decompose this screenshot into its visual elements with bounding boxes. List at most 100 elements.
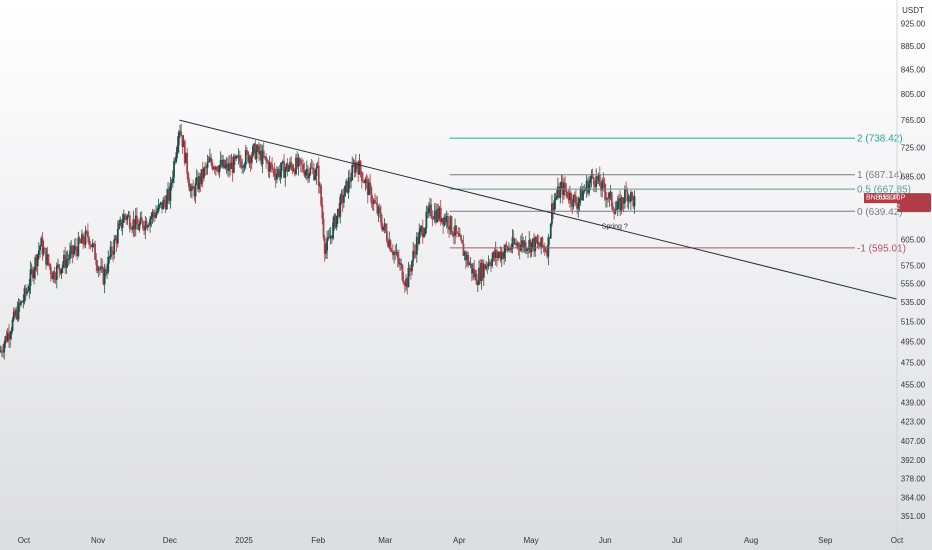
candle-body	[305, 168, 308, 172]
candle-body	[431, 216, 434, 219]
candle-body	[173, 160, 175, 178]
candle-body	[376, 203, 379, 214]
candle-body	[616, 202, 619, 210]
candle-body	[604, 191, 607, 200]
candle-body	[121, 222, 124, 228]
trendline-layer	[179, 119, 898, 300]
candle-body	[417, 236, 419, 244]
candle-body	[534, 237, 537, 252]
price-tick-label: 495.00	[901, 337, 926, 346]
candle-body	[368, 182, 370, 196]
candle-body	[17, 302, 20, 320]
candle-body	[516, 243, 519, 246]
candle-body	[557, 186, 559, 197]
candle-body	[237, 155, 240, 158]
candle-body	[125, 215, 128, 220]
candle-body	[87, 231, 89, 238]
candle-body	[383, 223, 386, 227]
candle-body	[40, 238, 43, 247]
candle-body	[584, 189, 587, 191]
candle-body	[49, 266, 52, 275]
candle-body	[275, 173, 278, 180]
price-tick-label: 455.00	[901, 380, 926, 389]
candle-body	[451, 232, 454, 236]
candle-body	[181, 135, 184, 148]
candle-body	[29, 269, 32, 287]
candle-body	[293, 169, 296, 174]
candle-body	[103, 269, 106, 285]
candle-body	[208, 157, 211, 162]
candle-body	[134, 215, 137, 230]
candle-body	[408, 267, 411, 271]
candle-body	[198, 176, 201, 190]
candle-body	[521, 240, 523, 245]
candle-body	[183, 140, 186, 164]
candle-body	[96, 265, 99, 271]
candle-body	[236, 155, 239, 158]
candle-body	[347, 177, 350, 193]
fib-level-label: 0.5 (667.85)	[857, 185, 911, 196]
price-tick-label: 725.00	[901, 143, 926, 152]
candle-body	[629, 192, 632, 202]
candle-body	[89, 244, 92, 246]
candle-body	[399, 263, 401, 265]
candle-body	[325, 250, 327, 254]
candle-body	[205, 167, 208, 169]
candle-body	[279, 171, 282, 177]
candle-body	[48, 263, 51, 267]
last-price-label: 652.40	[879, 195, 901, 202]
candle-body	[255, 150, 258, 160]
candle-body	[158, 204, 161, 206]
candle-body	[311, 168, 314, 169]
candle-body	[419, 228, 422, 232]
candle-body	[207, 161, 210, 163]
candle-body	[500, 252, 503, 260]
candle-body	[152, 212, 155, 215]
candle-body	[486, 265, 489, 267]
candle-body	[458, 235, 461, 237]
candle-body	[15, 309, 18, 317]
candle-body	[543, 247, 546, 252]
candle-body	[475, 273, 478, 285]
candle-body	[462, 243, 465, 256]
candle-body	[34, 257, 37, 271]
candle-body	[214, 166, 217, 170]
candles-layer	[0, 123, 636, 360]
candle-body	[573, 194, 576, 197]
candle-body	[8, 332, 10, 339]
candle-body	[199, 176, 202, 184]
price-tick-label: 765.00	[901, 116, 926, 125]
candle-body	[307, 168, 309, 179]
candle-body	[244, 150, 247, 165]
candle-body	[372, 200, 375, 204]
candle-body	[420, 226, 423, 229]
countdown-label: 08:52:02	[873, 204, 900, 211]
candle-body	[437, 209, 440, 219]
candle-body	[601, 180, 604, 191]
candle-body	[518, 247, 521, 251]
candle-body	[247, 151, 250, 163]
candle-body	[299, 159, 302, 165]
candle-body	[441, 218, 443, 222]
candle-body	[317, 165, 320, 186]
symbol-tag-box	[864, 193, 897, 204]
candle-body	[256, 145, 259, 151]
candle-body	[455, 225, 458, 233]
price-tick-label: 407.00	[901, 437, 926, 446]
candle-body	[608, 193, 611, 199]
candle-body	[619, 198, 622, 212]
candle-body	[602, 180, 605, 184]
candle-body	[59, 269, 62, 274]
candle-body	[10, 330, 13, 335]
candle-body	[243, 164, 246, 168]
price-tag-box	[897, 193, 931, 213]
candle-body	[194, 183, 197, 197]
candle-body	[142, 221, 144, 228]
candle-body	[374, 200, 376, 203]
candle-body	[622, 202, 625, 204]
candle-body	[20, 301, 22, 305]
time-tick-label: Mar	[378, 536, 392, 545]
candle-body	[511, 237, 514, 249]
